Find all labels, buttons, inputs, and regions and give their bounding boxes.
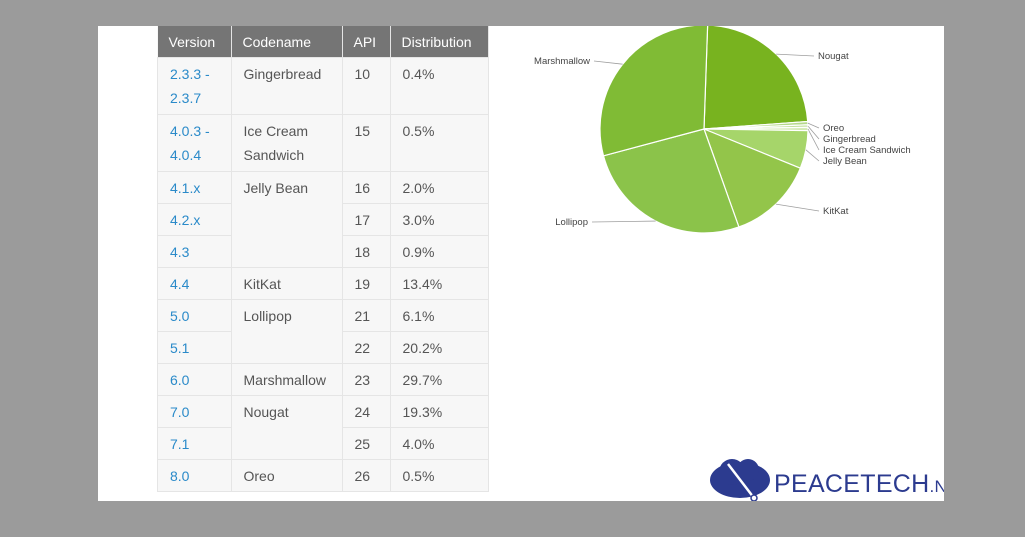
logo-text: PEACETECH.NET	[774, 470, 944, 499]
logo-brand: PEACETECH	[774, 470, 930, 498]
api-cell: 18	[341, 235, 391, 268]
distribution-cell: 6.1%	[389, 299, 489, 332]
version-link[interactable]: 7.1	[157, 427, 232, 460]
slice-label: Lollipop	[555, 217, 588, 228]
leader-line	[776, 53, 815, 57]
table-row: 2.3.3 - 2.3.7 Gingerbread 10 0.4%	[157, 57, 489, 115]
codename-cell: Jelly Bean	[230, 171, 343, 268]
table-row: 5.1 22 20.2%	[157, 331, 489, 364]
api-cell: 21	[341, 299, 391, 332]
slice-label: Gingerbread	[823, 134, 876, 145]
version-link[interactable]: 4.2.x	[157, 203, 232, 236]
header-codename: Codename	[231, 26, 343, 58]
distribution-cell: 29.7%	[389, 363, 489, 396]
leader-line	[593, 60, 623, 65]
distribution-cell: 4.0%	[389, 427, 489, 460]
table-header-row: Version Codename API Distribution	[157, 26, 489, 58]
api-cell: 24	[341, 395, 391, 428]
table-row: 7.0 Nougat 24 19.3%	[157, 395, 489, 460]
api-cell: 10	[341, 57, 391, 115]
slice-label: Oreo	[823, 123, 844, 134]
version-link[interactable]: 5.1	[157, 331, 232, 364]
distribution-cell: 0.4%	[389, 57, 489, 115]
slice-label: Marshmallow	[534, 56, 590, 67]
table-row: 7.1 25 4.0%	[157, 427, 489, 460]
table-row: 4.0.3 - 4.0.4 Ice Cream Sandwich 15 0.5%	[157, 114, 489, 172]
codename-cell: Gingerbread	[230, 57, 343, 115]
distribution-cell: 2.0%	[389, 171, 489, 204]
distribution-table: Version Codename API Distribution 2.3.3 …	[157, 26, 489, 492]
api-cell: 16	[341, 171, 391, 204]
leader-line	[591, 220, 656, 223]
table-row: 4.4 KitKat 19 13.4%	[157, 267, 489, 300]
table-row: 6.0 Marshmallow 23 29.7%	[157, 363, 489, 396]
slice-label: Nougat	[818, 51, 849, 62]
pie-slice-marshmallow	[599, 26, 709, 157]
version-link[interactable]: 4.0.3 - 4.0.4	[157, 114, 232, 172]
version-link[interactable]: 4.3	[157, 235, 232, 268]
slice-label: Jelly Bean	[823, 156, 867, 167]
logo-suffix: .NET	[929, 477, 944, 496]
distribution-cell: 0.5%	[389, 459, 489, 492]
api-cell: 26	[341, 459, 391, 492]
header-version: Version	[157, 26, 232, 58]
version-link[interactable]: 2.3.3 - 2.3.7	[157, 57, 232, 115]
api-cell: 22	[341, 331, 391, 364]
distribution-cell: 19.3%	[389, 395, 489, 428]
codename-cell: Lollipop	[230, 299, 343, 364]
leader-line	[807, 128, 820, 151]
header-distribution: Distribution	[390, 26, 489, 58]
version-link[interactable]: 5.0	[157, 299, 232, 332]
codename-cell: Marshmallow	[230, 363, 343, 396]
codename-cell: Oreo	[230, 459, 343, 492]
version-link[interactable]: 8.0	[157, 459, 232, 492]
leader-line	[807, 122, 820, 129]
cloud-logo-icon	[710, 459, 770, 501]
table-row: 4.3 18 0.9%	[157, 235, 489, 268]
distribution-cell: 3.0%	[389, 203, 489, 236]
leader-line	[775, 203, 820, 212]
distribution-cell: 0.9%	[389, 235, 489, 268]
codename-cell: Nougat	[230, 395, 343, 460]
codename-cell: Ice Cream Sandwich	[230, 114, 343, 172]
header-api: API	[342, 26, 391, 58]
version-link[interactable]: 6.0	[157, 363, 232, 396]
leader-line	[807, 125, 820, 140]
codename-cell: KitKat	[230, 267, 343, 300]
slice-label: KitKat	[823, 206, 849, 217]
table-row: 5.0 Lollipop 21 6.1%	[157, 299, 489, 364]
content-panel: Version Codename API Distribution 2.3.3 …	[98, 26, 944, 501]
peacetech-logo: PEACETECH.NET	[708, 454, 944, 501]
pie-slice-lollipop	[602, 128, 740, 234]
distribution-cell: 13.4%	[389, 267, 489, 300]
api-cell: 25	[341, 427, 391, 460]
table-row: 4.2.x 17 3.0%	[157, 203, 489, 236]
pie-slice-kitkat	[702, 127, 802, 228]
distribution-cell: 20.2%	[389, 331, 489, 364]
leader-line	[805, 149, 820, 162]
version-link[interactable]: 4.1.x	[157, 171, 232, 204]
api-cell: 19	[341, 267, 391, 300]
table-row: 8.0 Oreo 26 0.5%	[157, 459, 489, 492]
pie-slice-nougat	[703, 26, 809, 130]
table-row: 4.1.x Jelly Bean 16 2.0%	[157, 171, 489, 268]
api-cell: 23	[341, 363, 391, 396]
version-link[interactable]: 7.0	[157, 395, 232, 428]
slice-label: Ice Cream Sandwich	[823, 145, 911, 156]
version-link[interactable]: 4.4	[157, 267, 232, 300]
api-cell: 15	[341, 114, 391, 172]
api-cell: 17	[341, 203, 391, 236]
distribution-cell: 0.5%	[389, 114, 489, 172]
